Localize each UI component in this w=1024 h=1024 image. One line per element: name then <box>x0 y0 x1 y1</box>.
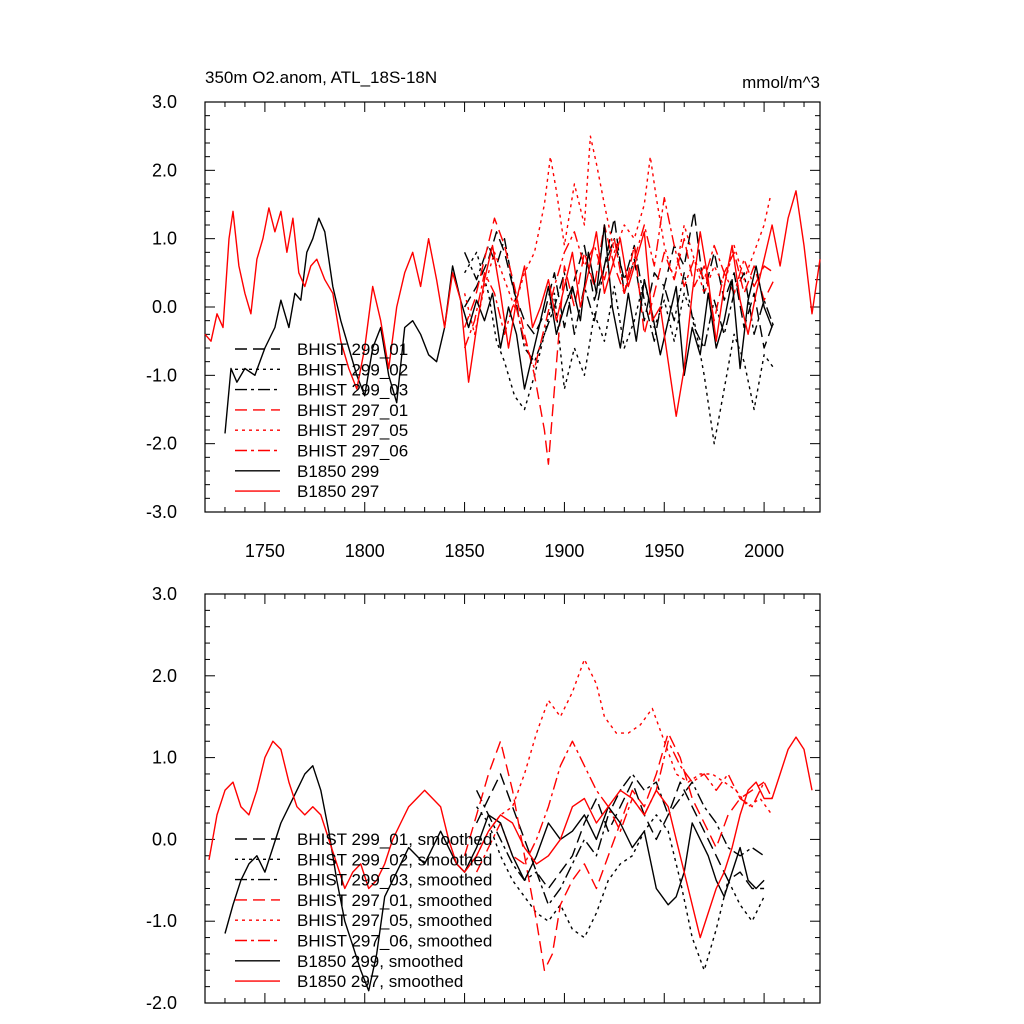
legend-label: BHIST 297_05, smoothed <box>297 911 492 930</box>
legend-label: BHIST 299_03, smoothed <box>297 871 492 890</box>
x-tick-label: 1850 <box>445 541 485 561</box>
x-tick-label: 1950 <box>644 541 684 561</box>
y-tick-label: -1.0 <box>146 365 177 385</box>
series-line <box>475 658 773 857</box>
legend-label: BHIST 297_01 <box>297 401 408 420</box>
legend-label: BHIST 297_05 <box>297 421 408 440</box>
series-line <box>463 251 775 445</box>
panel-top: 350m O2.anom, ATL_18S-18N mmol/m^3 1750 1… <box>146 68 821 561</box>
legend-label: B1850 297, smoothed <box>297 972 463 991</box>
y-tick-label: 0.0 <box>152 297 177 317</box>
y-tick-label: -3.0 <box>146 502 177 522</box>
x-tick-label: 1800 <box>345 541 385 561</box>
legend-label: B1850 297 <box>297 482 379 501</box>
series-line <box>463 135 771 335</box>
series-line <box>463 210 775 349</box>
series-line <box>463 217 775 465</box>
series-line <box>224 217 773 434</box>
y-tick-label: 2.0 <box>152 160 177 180</box>
legend-label: BHIST 297_06, smoothed <box>297 932 492 951</box>
chart-title: 350m O2.anom, ATL_18S-18N <box>205 68 437 87</box>
y-tick-label: 3.0 <box>152 92 177 112</box>
series-line <box>475 740 773 873</box>
legend-label: BHIST 299_03 <box>297 381 408 400</box>
plot-frame <box>204 593 821 1004</box>
legend-label: BHIST 299_02, smoothed <box>297 850 492 869</box>
legend-label: BHIST 297_01, smoothed <box>297 891 492 910</box>
series-line <box>463 196 775 370</box>
y-tick-label: 3.0 <box>152 584 177 604</box>
y-tick-label: 0.0 <box>152 829 177 849</box>
series-line <box>476 806 765 971</box>
x-tick-label: 1750 <box>245 541 285 561</box>
y-tick-label: -1.0 <box>146 911 177 931</box>
y-tick-label: -2.0 <box>146 993 177 1013</box>
panel-bottom: -2.0 -1.0 0.0 1.0 2.0 3.0 BHIST 299_01, smooth… <box>146 584 821 1013</box>
x-tick-label: 2000 <box>744 541 784 561</box>
series-line <box>475 773 765 890</box>
chart-units: mmol/m^3 <box>742 73 820 92</box>
series-line <box>463 732 765 971</box>
series-line <box>208 736 813 939</box>
legend-label: BHIST 299_02 <box>297 360 408 379</box>
legend-label: BHIST 297_06 <box>297 442 408 461</box>
legend-label: BHIST 299_01, smoothed <box>297 830 492 849</box>
y-tick-label: 1.0 <box>152 748 177 768</box>
x-tick-label: 1900 <box>544 541 584 561</box>
legend-label: B1850 299 <box>297 462 379 481</box>
legend-label: BHIST 299_01 <box>297 340 408 359</box>
y-tick-label: 1.0 <box>152 229 177 249</box>
y-tick-label: -2.0 <box>146 434 177 454</box>
series-line <box>204 190 821 417</box>
y-tick-label: 2.0 <box>152 666 177 686</box>
legend-label: B1850 299, smoothed <box>297 952 463 971</box>
